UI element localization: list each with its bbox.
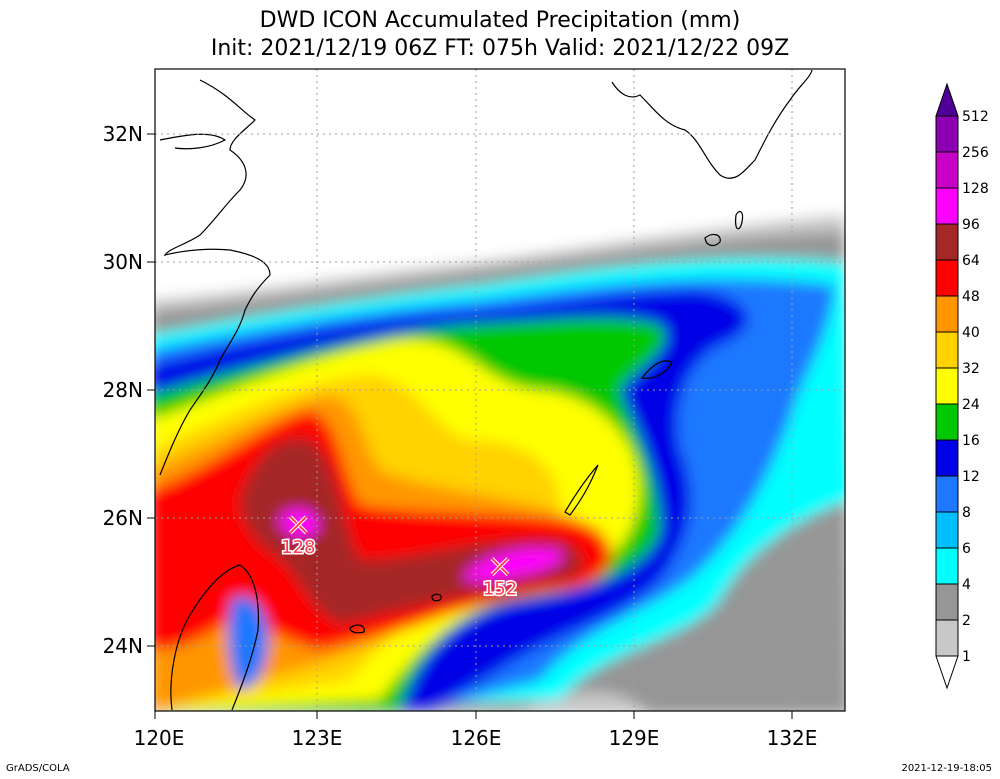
colorbar-label: 40 [962,325,980,341]
colorbar-swatch [935,223,959,261]
lat-label: 26N [103,506,143,530]
max-markers: 128 152 [280,515,519,601]
lon-label: 123E [292,726,343,750]
lat-lon-grid [155,69,845,711]
colorbar-label: 2 [962,613,971,629]
lat-label: 32N [103,122,143,146]
colorbar-label: 256 [962,145,989,161]
colorbar-swatch [935,583,959,621]
marker-cross [289,516,308,534]
lon-label: 120E [134,726,185,750]
colorbar-label: 16 [962,433,980,449]
colorbar-bottom-triangle [935,655,959,690]
lat-label: 30N [103,250,143,274]
footer-timestamp: 2021-12-19-18:05 [901,763,992,774]
colorbar-swatch [935,475,959,513]
okinawa-island [564,464,599,516]
colorbar-label: 24 [962,397,980,413]
precip-field [155,69,845,711]
colorbar-swatch [935,367,959,405]
china-coast [159,79,271,476]
china-coast-inlet [159,133,227,150]
footer-credit: GrADS/COLA [6,763,70,774]
colorbar-swatch [935,547,959,585]
colorbar-swatch [935,295,959,333]
colorbar-top-triangle [935,82,959,117]
axis-ticks [147,133,793,719]
miyako-island [431,593,442,602]
map-title: DWD ICON Accumulated Precipitation (mm) [259,8,741,33]
max-marker: 128 [280,515,317,559]
amami-island [640,360,673,379]
colorbar-label: 12 [962,469,980,485]
colorbar-swatch [935,187,959,225]
colorbar-swatch [935,115,959,153]
marker-value: 128 [281,537,315,558]
colorbar-swatch [935,439,959,477]
colorbar-swatch [935,511,959,549]
colorbar-label: 32 [962,361,980,377]
marker-cross [491,557,509,576]
taiwan-coast [170,564,260,711]
colorbar-label: 64 [962,253,980,269]
lon-label: 126E [451,726,502,750]
tanegashima [735,210,744,230]
colorbar-label: 4 [962,577,971,593]
lat-labels: 24N 26N 28N 30N 32N [103,122,143,658]
colorbar-swatch [935,259,959,297]
lon-label: 132E [767,726,818,750]
colorbar-label: 96 [962,217,980,233]
coastlines [159,69,813,711]
lat-label: 28N [103,378,143,402]
colorbar-label: 6 [962,541,971,557]
colorbar-swatch [935,331,959,369]
japan-kyushu-coast [611,69,813,179]
yakushima [704,233,721,247]
colorbar-label: 48 [962,289,980,305]
colorbar-label: 512 [962,109,989,125]
lon-labels: 120E 123E 126E 129E 132E [134,726,818,750]
colorbar-label: 128 [962,181,989,197]
colorbar-label: 8 [962,505,971,521]
ishigaki-islands [349,624,365,634]
precip-band-152-core [462,548,563,582]
lat-label: 24N [103,634,143,658]
max-marker: 152 [481,557,519,601]
lon-label: 129E [609,726,660,750]
colorbar-swatch [935,151,959,189]
marker-value: 152 [483,579,517,600]
colorbar-label: 1 [962,649,971,665]
colorbar-swatch [935,403,959,441]
map-subtitle: Init: 2021/12/19 06Z FT: 075h Valid: 202… [210,36,790,61]
colorbar-swatch [935,619,959,657]
